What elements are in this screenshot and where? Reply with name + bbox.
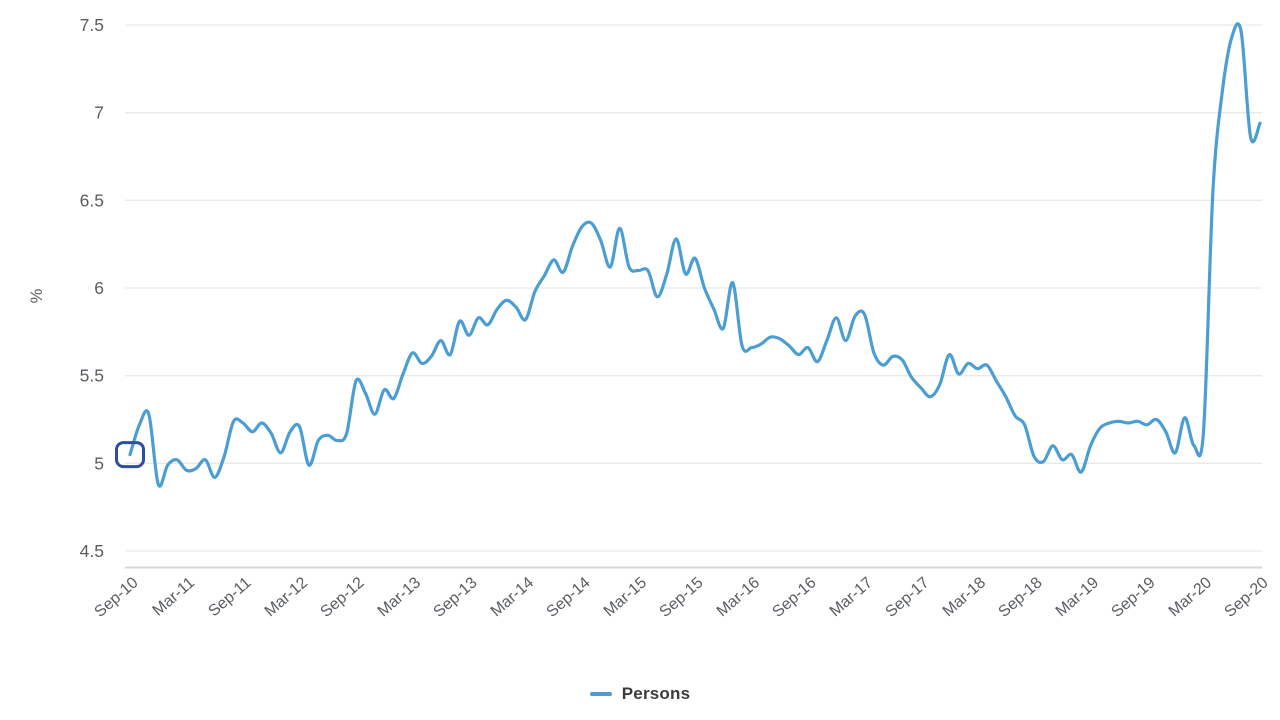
x-tick-label: Sep-16 [770, 574, 820, 621]
x-tick-label: Sep-19 [1109, 574, 1159, 621]
x-tick-label: Mar-14 [488, 574, 537, 620]
x-tick-label: Sep-11 [205, 574, 254, 620]
series-layer [115, 22, 1262, 488]
x-tick-label: Mar-15 [601, 574, 650, 620]
y-tick-label: 5.5 [80, 366, 104, 386]
y-tick-label: 7 [94, 103, 104, 123]
persons-series-line [128, 22, 1262, 488]
x-tick-label: Mar-20 [1166, 574, 1215, 620]
x-tick-label: Sep-13 [431, 574, 481, 621]
y-tick-label: 6.5 [80, 190, 104, 210]
x-tick-label: Mar-18 [940, 574, 989, 620]
legend-series-label: Persons [621, 684, 691, 703]
x-tick-label: Sep-10 [92, 574, 142, 621]
legend-item-persons[interactable]: Persons [0, 684, 1280, 704]
x-tick-label: Mar-19 [1053, 574, 1102, 620]
x-tick-label: Sep-14 [544, 574, 594, 621]
x-tick-label: Sep-17 [883, 574, 933, 621]
x-tick-label: Mar-11 [150, 574, 199, 619]
x-tick-label: Mar-16 [714, 574, 763, 620]
gridlines [125, 24, 1262, 552]
y-tick-label: 5 [94, 453, 104, 473]
y-tick-label: 6 [94, 278, 104, 298]
x-tick-label: Sep-15 [657, 574, 707, 621]
y-tick-label: 7.5 [80, 15, 104, 35]
x-tick-label: Sep-18 [996, 574, 1046, 621]
series-start-marker [115, 441, 145, 469]
x-tick-label: Mar-12 [262, 574, 311, 620]
legend-line-swatch [589, 692, 612, 696]
x-tick-label: Sep-12 [318, 574, 368, 621]
y-axis-title: % [28, 288, 46, 303]
x-tick-label: Mar-17 [827, 574, 876, 620]
y-tick-label: 4.5 [80, 541, 104, 561]
x-tick-label: Sep-20 [1222, 574, 1272, 621]
x-tick-label: Mar-13 [375, 574, 424, 620]
